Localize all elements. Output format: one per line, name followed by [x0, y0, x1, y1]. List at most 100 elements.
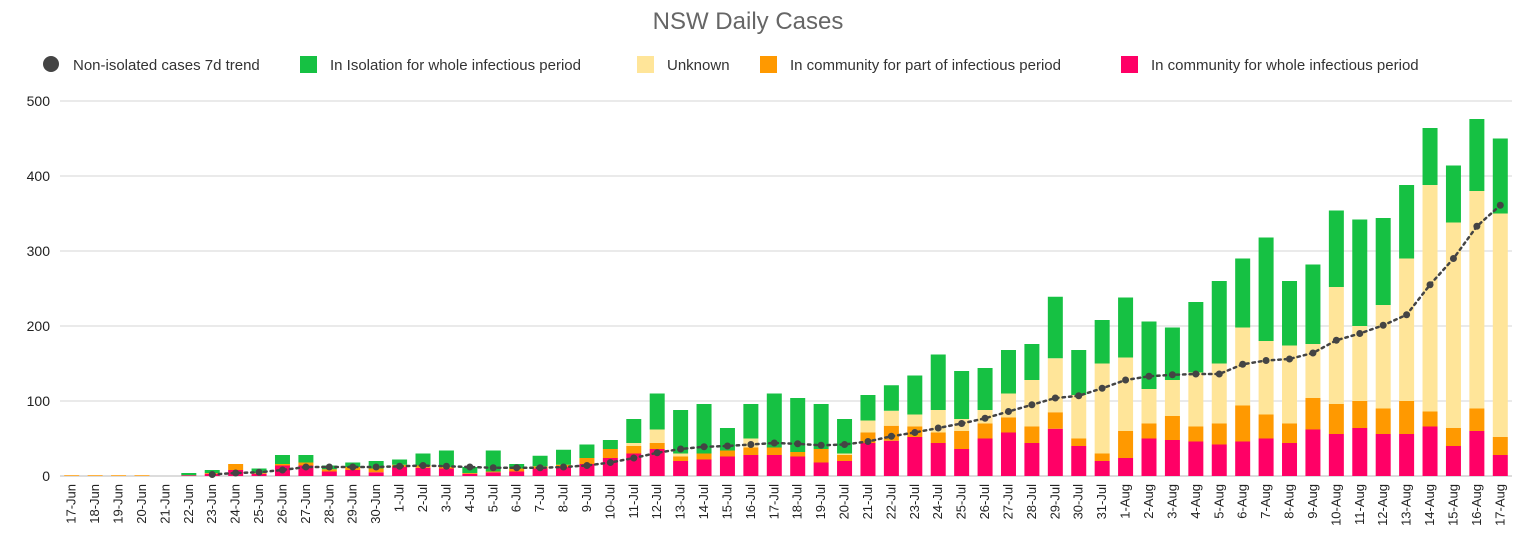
bar-segment-s1-18-Jul[interactable]: [790, 452, 806, 457]
bar-segment-s3-27-Jul[interactable]: [1000, 350, 1016, 394]
bar-segment-s1-4-Jul[interactable]: [462, 473, 478, 474]
bar-segment-s3-26-Jul[interactable]: [977, 368, 993, 410]
legend-label-s2[interactable]: Unknown: [667, 57, 730, 74]
bar-segment-s1-10-Aug[interactable]: [1328, 404, 1344, 434]
trend-point-13-Jul[interactable]: [677, 445, 685, 453]
trend-point-21-Jul[interactable]: [864, 438, 872, 445]
bar-segment-s3-22-Jun[interactable]: [181, 473, 197, 476]
bar-segment-s3-5-Jul[interactable]: [485, 450, 501, 472]
bar-segment-s3-2-Jul[interactable]: [415, 453, 431, 466]
bar-segment-s0-26-Jul[interactable]: [977, 438, 993, 477]
bar-segment-s2-1-Aug[interactable]: [1118, 357, 1134, 432]
trend-point-8-Aug[interactable]: [1286, 355, 1294, 363]
bar-segment-s3-20-Jul[interactable]: [837, 419, 853, 454]
trend-point-13-Aug[interactable]: [1403, 311, 1411, 319]
bar-segment-s0-22-Jul[interactable]: [883, 440, 899, 476]
trend-point-14-Jul[interactable]: [700, 443, 708, 451]
bar-segment-s0-7-Jul[interactable]: [532, 468, 548, 477]
bar-segment-s2-7-Aug[interactable]: [1258, 341, 1274, 415]
bar-segment-s0-2-Jul[interactable]: [415, 467, 431, 476]
bar-segment-s1-9-Jul[interactable]: [579, 458, 595, 464]
bar-segment-s1-26-Jun[interactable]: [274, 464, 290, 466]
trend-point-3-Jul[interactable]: [442, 462, 450, 470]
bar-segment-s0-25-Jul[interactable]: [954, 449, 970, 476]
bar-segment-s0-31-Jul[interactable]: [1094, 461, 1110, 476]
trend-point-24-Jun[interactable]: [232, 469, 240, 477]
bar-segment-s3-7-Aug[interactable]: [1258, 237, 1274, 342]
bar-segment-s3-9-Jul[interactable]: [579, 444, 595, 459]
trend-point-19-Jul[interactable]: [817, 441, 825, 449]
bar-segment-s0-28-Jul[interactable]: [1024, 443, 1040, 476]
bar-segment-s0-8-Jul[interactable]: [556, 467, 572, 476]
bar-segment-s2-16-Aug[interactable]: [1469, 191, 1485, 409]
trend-point-7-Aug[interactable]: [1262, 357, 1270, 364]
bar-segment-s3-18-Jul[interactable]: [790, 398, 806, 452]
bar-segment-s2-5-Aug[interactable]: [1211, 363, 1227, 424]
bar-segment-s1-28-Jul[interactable]: [1024, 426, 1040, 444]
bar-segment-s3-17-Jul[interactable]: [766, 393, 782, 448]
bar-segment-s3-13-Aug[interactable]: [1399, 185, 1415, 259]
trend-point-30-Jun[interactable]: [372, 463, 380, 471]
bar-segment-s2-23-Jul[interactable]: [907, 414, 923, 427]
trend-point-8-Jul[interactable]: [560, 463, 568, 471]
bar-segment-s1-13-Jul[interactable]: [673, 456, 689, 462]
bar-segment-s2-9-Aug[interactable]: [1305, 344, 1321, 398]
trend-point-9-Aug[interactable]: [1309, 349, 1317, 357]
bar-segment-s3-27-Jun[interactable]: [298, 455, 314, 463]
bar-segment-s1-10-Jul[interactable]: [602, 449, 618, 458]
trend-point-17-Jul[interactable]: [770, 439, 778, 447]
bar-segment-s0-19-Jul[interactable]: [813, 462, 829, 477]
bar-segment-s1-30-Jul[interactable]: [1071, 438, 1087, 447]
bar-segment-s3-29-Jul[interactable]: [1047, 296, 1063, 359]
legend-label-s3[interactable]: In Isolation for whole infectious period: [330, 57, 581, 74]
bar-segment-s3-12-Aug[interactable]: [1375, 218, 1391, 305]
bar-segment-s3-28-Jul[interactable]: [1024, 344, 1040, 380]
bar-segment-s1-4-Aug[interactable]: [1188, 426, 1204, 442]
bar-segment-s0-1-Jul[interactable]: [392, 467, 408, 476]
bar-segment-s3-6-Aug[interactable]: [1235, 258, 1251, 328]
trend-point-9-Jul[interactable]: [583, 462, 591, 469]
bar-segment-s0-29-Jul[interactable]: [1047, 428, 1063, 476]
bar-segment-s0-24-Jul[interactable]: [930, 443, 946, 476]
bar-segment-s1-5-Jul[interactable]: [485, 471, 501, 473]
bar-segment-s0-27-Jul[interactable]: [1000, 432, 1016, 477]
bar-segment-s3-14-Jul[interactable]: [696, 404, 712, 454]
trend-point-10-Aug[interactable]: [1332, 336, 1340, 344]
bar-segment-s1-17-Jun[interactable]: [64, 475, 80, 476]
bar-segment-s1-11-Aug[interactable]: [1352, 401, 1368, 428]
bar-segment-s0-23-Jul[interactable]: [907, 437, 923, 476]
bar-segment-s0-14-Aug[interactable]: [1422, 426, 1438, 477]
trend-point-25-Jun[interactable]: [255, 468, 263, 476]
bar-segment-s1-19-Jun[interactable]: [111, 475, 127, 476]
bar-segment-s3-17-Aug[interactable]: [1492, 138, 1508, 214]
trend-point-30-Jul[interactable]: [1075, 392, 1083, 400]
bar-segment-s3-10-Aug[interactable]: [1328, 210, 1344, 288]
trend-point-22-Jul[interactable]: [887, 432, 895, 440]
trend-point-11-Jul[interactable]: [630, 454, 638, 462]
bar-segment-s3-8-Aug[interactable]: [1282, 281, 1298, 346]
bar-segment-s2-15-Aug[interactable]: [1445, 222, 1461, 429]
bar-segment-s0-3-Aug[interactable]: [1164, 440, 1180, 476]
bar-segment-s1-14-Jul[interactable]: [696, 453, 712, 460]
bar-segment-s0-5-Aug[interactable]: [1211, 444, 1227, 477]
legend-label-trend[interactable]: Non-isolated cases 7d trend: [73, 57, 260, 74]
bar-segment-s0-14-Jul[interactable]: [696, 459, 712, 477]
bar-segment-s0-15-Aug[interactable]: [1445, 446, 1461, 476]
bar-segment-s0-4-Jul[interactable]: [462, 473, 478, 476]
bar-segment-s0-4-Aug[interactable]: [1188, 441, 1204, 477]
trend-point-28-Jul[interactable]: [1028, 401, 1036, 409]
bar-segment-s0-22-Jun[interactable]: [181, 475, 197, 476]
bar-segment-s0-17-Jul[interactable]: [766, 455, 782, 476]
trend-point-27-Jul[interactable]: [1004, 408, 1012, 415]
bar-segment-s1-1-Aug[interactable]: [1118, 431, 1134, 458]
trend-point-6-Aug[interactable]: [1239, 360, 1247, 368]
bar-segment-s1-5-Aug[interactable]: [1211, 423, 1227, 445]
bar-segment-s0-6-Jul[interactable]: [509, 471, 525, 477]
bar-segment-s3-3-Aug[interactable]: [1164, 327, 1180, 381]
bar-segment-s1-7-Aug[interactable]: [1258, 414, 1274, 439]
bar-segment-s1-12-Jul[interactable]: [649, 443, 665, 449]
trend-point-14-Aug[interactable]: [1426, 281, 1434, 289]
bar-segment-s3-13-Jul[interactable]: [673, 410, 689, 454]
bar-segment-s0-11-Aug[interactable]: [1352, 428, 1368, 476]
bar-segment-s1-11-Jul[interactable]: [626, 446, 642, 454]
